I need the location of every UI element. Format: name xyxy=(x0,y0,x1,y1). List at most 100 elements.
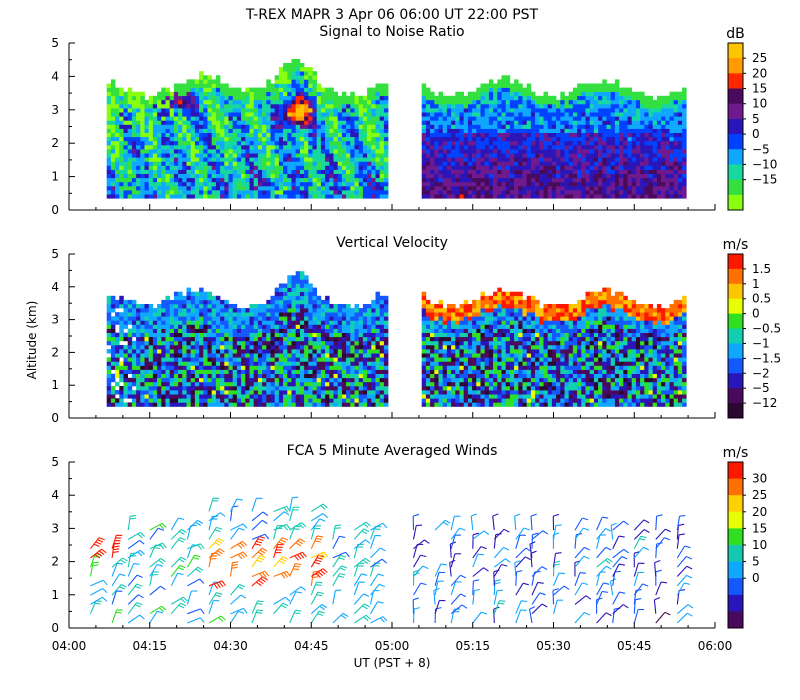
heatmap-cell xyxy=(144,390,149,395)
heatmap-cell xyxy=(207,120,212,125)
heatmap-cell xyxy=(278,287,284,292)
heatmap-cell xyxy=(316,381,322,387)
heatmap-cell xyxy=(287,181,292,187)
heatmap-cell xyxy=(425,149,431,154)
heatmap-cell xyxy=(236,361,242,366)
heatmap-cell xyxy=(589,177,595,183)
heatmap-cell xyxy=(190,186,196,191)
heatmap-cell xyxy=(178,340,183,346)
heatmap-cell xyxy=(606,112,611,117)
heatmap-cell xyxy=(245,87,250,92)
heatmap-cell xyxy=(341,120,347,125)
heatmap-cell xyxy=(257,128,263,133)
heatmap-cell xyxy=(106,104,112,109)
heatmap-cell xyxy=(434,169,439,174)
heatmap-cell xyxy=(253,349,259,354)
heatmap-cell xyxy=(543,173,548,179)
heatmap-cell xyxy=(253,177,259,183)
heatmap-cell xyxy=(602,181,607,187)
heatmap-cell xyxy=(358,181,364,187)
heatmap-cell xyxy=(333,149,338,154)
heatmap-cell xyxy=(148,153,154,158)
heatmap-cell xyxy=(308,336,313,342)
heatmap-cell xyxy=(325,112,330,117)
heatmap-cell xyxy=(203,181,208,187)
heatmap-cell xyxy=(371,157,376,162)
heatmap-cell xyxy=(652,157,658,162)
heatmap-cell xyxy=(619,95,624,101)
heatmap-cell xyxy=(669,186,674,191)
heatmap-cell xyxy=(312,132,317,138)
heatmap-cell xyxy=(283,369,288,374)
heatmap-cell xyxy=(241,369,246,374)
heatmap-cell xyxy=(627,128,632,133)
heatmap-cell xyxy=(194,112,200,117)
heatmap-cell xyxy=(614,124,620,129)
heatmap-cell xyxy=(316,169,322,174)
heatmap-cell xyxy=(430,132,435,138)
heatmap-cell xyxy=(161,377,166,383)
heatmap-cell xyxy=(169,340,175,346)
heatmap-cell xyxy=(438,124,443,129)
heatmap-cell xyxy=(333,173,338,179)
heatmap-cell xyxy=(304,173,309,179)
heatmap-cell xyxy=(455,91,460,97)
heatmap-cell xyxy=(325,194,330,199)
heatmap-cell xyxy=(291,291,296,297)
heatmap-cell xyxy=(131,153,137,158)
heatmap-cell xyxy=(304,381,309,387)
heatmap-cell xyxy=(115,361,120,366)
heatmap-cell xyxy=(623,112,628,117)
heatmap-cell xyxy=(194,365,200,370)
heatmap-cell xyxy=(232,357,238,362)
heatmap-cell xyxy=(291,136,296,142)
heatmap-cell xyxy=(173,136,179,142)
heatmap-cell xyxy=(119,169,124,174)
heatmap-cell xyxy=(182,169,187,174)
heatmap-cell xyxy=(304,140,309,146)
heatmap-cell xyxy=(169,128,175,133)
heatmap-cell xyxy=(518,91,523,97)
heatmap-cell xyxy=(127,304,133,309)
heatmap-cell xyxy=(169,402,175,407)
heatmap-cell xyxy=(278,332,284,338)
heatmap-cell xyxy=(312,186,317,191)
heatmap-cell xyxy=(106,304,112,309)
heatmap-cell xyxy=(190,161,196,166)
heatmap-cell xyxy=(232,108,238,113)
heatmap-cell xyxy=(186,390,191,395)
heatmap-cell xyxy=(350,177,355,183)
heatmap-cell xyxy=(455,116,460,121)
heatmap-cell xyxy=(190,390,196,395)
heatmap-cell xyxy=(136,312,141,317)
heatmap-cell xyxy=(304,357,309,362)
heatmap-cell xyxy=(283,153,288,158)
heatmap-cell xyxy=(606,149,611,154)
heatmap-cell xyxy=(304,390,309,395)
heatmap-cell xyxy=(173,140,179,146)
heatmap-cell xyxy=(480,112,485,117)
heatmap-cell xyxy=(291,328,296,333)
heatmap-cell xyxy=(560,165,565,170)
heatmap-cell xyxy=(157,377,162,383)
heatmap-cell xyxy=(182,157,187,162)
heatmap-cell xyxy=(442,120,448,125)
heatmap-cell xyxy=(157,394,162,399)
heatmap-cell xyxy=(283,194,288,199)
heatmap-cell xyxy=(152,349,158,354)
heatmap-cell xyxy=(635,112,641,117)
heatmap-cell xyxy=(249,369,254,374)
heatmap-cell xyxy=(434,161,439,166)
heatmap-cell xyxy=(648,186,653,191)
heatmap-cell xyxy=(236,108,242,113)
heatmap-cell xyxy=(522,120,527,125)
heatmap-cell xyxy=(505,79,511,84)
heatmap-cell xyxy=(232,161,238,166)
heatmap-cell xyxy=(325,153,330,158)
heatmap-cell xyxy=(140,95,145,101)
heatmap-cell xyxy=(287,390,292,395)
heatmap-cell xyxy=(379,157,385,162)
heatmap-cell xyxy=(316,312,322,317)
heatmap-cell xyxy=(551,116,557,121)
heatmap-cell xyxy=(203,116,208,121)
